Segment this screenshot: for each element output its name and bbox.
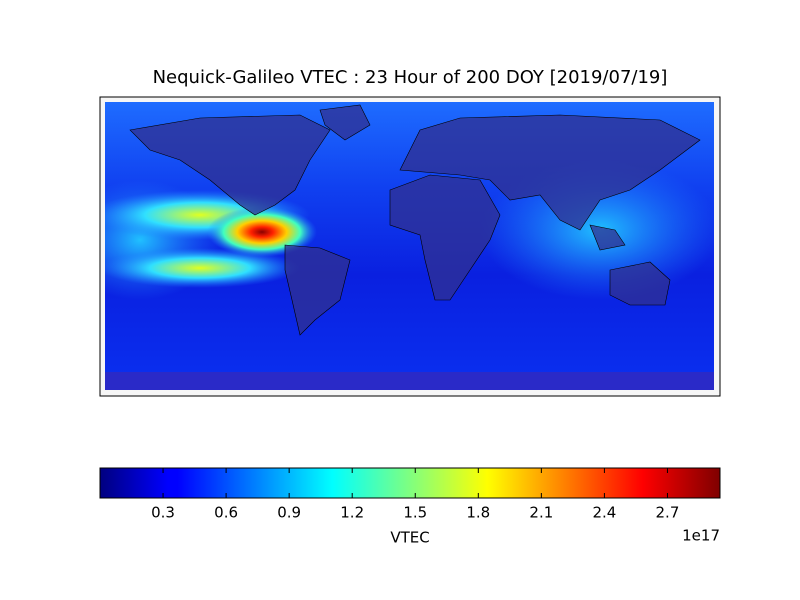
tick-label: 0.6 — [214, 504, 238, 522]
map — [99, 96, 721, 397]
tick-label: 0.9 — [277, 504, 301, 522]
tick-label: 0.3 — [151, 504, 175, 522]
tick-label: 2.4 — [592, 504, 616, 522]
colorbar — [99, 467, 721, 499]
map-title: Nequick-Galileo VTEC : 23 Hour of 200 DO… — [153, 67, 668, 88]
tick-label: 2.7 — [656, 504, 680, 522]
tick-label: 2.1 — [529, 504, 553, 522]
tick-label: 1.5 — [403, 504, 427, 522]
tick-label: 1.8 — [466, 504, 490, 522]
colorbar-label: VTEC — [390, 529, 429, 547]
colorbar-offset: 1e17 — [682, 527, 720, 545]
colorbar-gradient — [99, 467, 721, 499]
tick-label: 1.2 — [340, 504, 364, 522]
